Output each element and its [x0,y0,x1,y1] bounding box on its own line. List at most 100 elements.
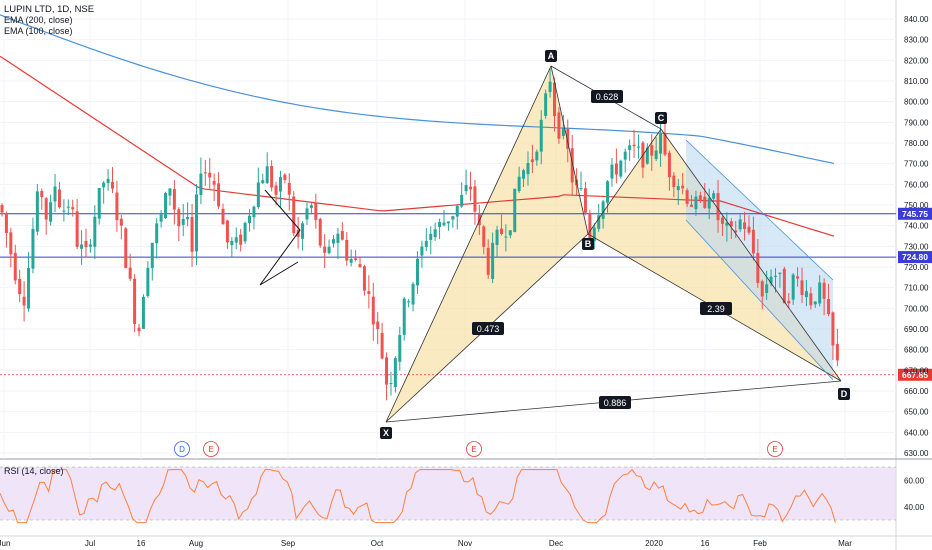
candle-body [455,205,459,217]
price-line-tag [898,251,932,264]
time-tick-label: Oct [371,539,384,548]
event-letter: E [471,445,476,454]
candle-body [252,206,256,218]
candle-body [66,206,70,208]
candle-body [181,218,185,225]
price-tick-label: 820.00 [904,56,929,65]
candle-body [221,208,225,225]
candle-body [327,246,331,254]
candle-body [239,234,243,245]
candle-body [694,196,698,210]
candle-body [729,221,733,227]
time-axis[interactable]: Jun Jul 16 Aug Sep Oct Nov Dec 2020 16 Feb Mar [0,539,852,548]
candle-body [782,268,786,304]
candle-body [650,145,654,156]
candle-body [636,146,640,148]
candle-body [354,258,358,260]
candle-body [800,280,804,295]
candle-body [610,164,614,179]
candle-body [774,275,777,277]
price-lines: 745.75 724.80 667.85 [0,207,932,381]
candle-body [442,222,446,226]
candle-body [93,216,97,247]
candle-body [380,333,384,359]
rsi-legend[interactable]: RSI (14, close) [4,466,64,476]
point-name: A [548,51,555,61]
candle-body [530,159,534,163]
candle-body [4,212,8,234]
candle-body [230,240,234,246]
candle-body [601,201,605,219]
candle-body [588,213,592,239]
candle-body [208,172,212,178]
candle-body [0,205,4,213]
candle-body [133,278,137,325]
candle-body [309,205,313,208]
candle-body [155,223,159,244]
candle-body [756,252,760,283]
candle-body [367,291,371,294]
candle-body [283,174,287,180]
candle-body [424,240,428,247]
candle-body [429,233,433,240]
candle-body [446,221,450,224]
price-tick-label: 710.00 [904,284,929,293]
harmonic-pattern[interactable]: X A B C D 0.473 0.628 2.39 0.886 [259,50,850,439]
candle-body [168,188,172,196]
candle-body [499,228,503,234]
symbol-title[interactable]: LUPIN LTD, 1D, NSE [4,4,95,15]
candle-body [712,193,716,199]
candle-body [49,202,53,222]
candle-body [256,182,260,208]
candle-body [146,267,150,296]
time-tick-label: Sep [281,539,296,548]
candle-body [614,163,618,175]
candle-body [685,190,689,204]
candle-body [539,119,543,152]
time-tick-label: 16 [137,539,146,548]
price-line-tag [898,368,932,381]
candle-body [261,180,265,184]
point-A-label: A [545,50,557,62]
candle-body [606,181,610,203]
candle-body [592,227,596,242]
candle-body [663,133,667,155]
candle-body [734,230,738,233]
price-tick-label: 770.00 [904,160,929,169]
time-tick-label: Feb [753,539,767,548]
point-tag [545,50,557,62]
time-tick-label: 2020 [645,539,663,548]
wedge-lines [259,189,301,286]
point-name: B [585,239,592,249]
price-line-label: 667.85 [902,370,928,380]
candle-body [106,178,110,184]
candle-body [765,284,769,293]
rsi-tick-label: 40.00 [904,503,925,512]
ratio-value: 0.628 [596,92,619,102]
candle-body [760,281,764,297]
candle-body [194,194,198,252]
candle-body [557,112,561,139]
candle-body [349,258,353,263]
candle-body [124,228,128,268]
candle-body [787,300,791,304]
candle-body [407,301,411,303]
event-letter: D [179,445,185,454]
descending-channel [686,140,833,380]
candle-body [508,230,512,236]
price-tick-label: 630.00 [904,449,929,458]
candle-body [35,191,39,232]
candle-body [469,186,473,190]
event-marker [767,441,783,457]
ema200-legend[interactable]: EMA (200, close) [4,15,73,25]
candle-body [720,217,724,224]
candle-body [199,173,203,195]
candle-body [301,223,305,239]
candle-body [522,170,526,179]
point-name: C [658,113,665,123]
ema100-legend[interactable]: EMA (100, close) [4,26,73,36]
price-axis[interactable]: 630.00 640.00 650.00 660.00 670.00 680.00 690.… [904,15,929,458]
candle-body [597,215,601,229]
